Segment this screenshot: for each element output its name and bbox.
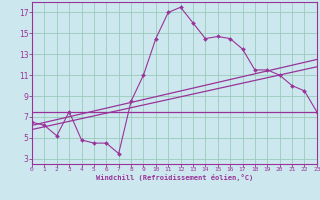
X-axis label: Windchill (Refroidissement éolien,°C): Windchill (Refroidissement éolien,°C)	[96, 174, 253, 181]
